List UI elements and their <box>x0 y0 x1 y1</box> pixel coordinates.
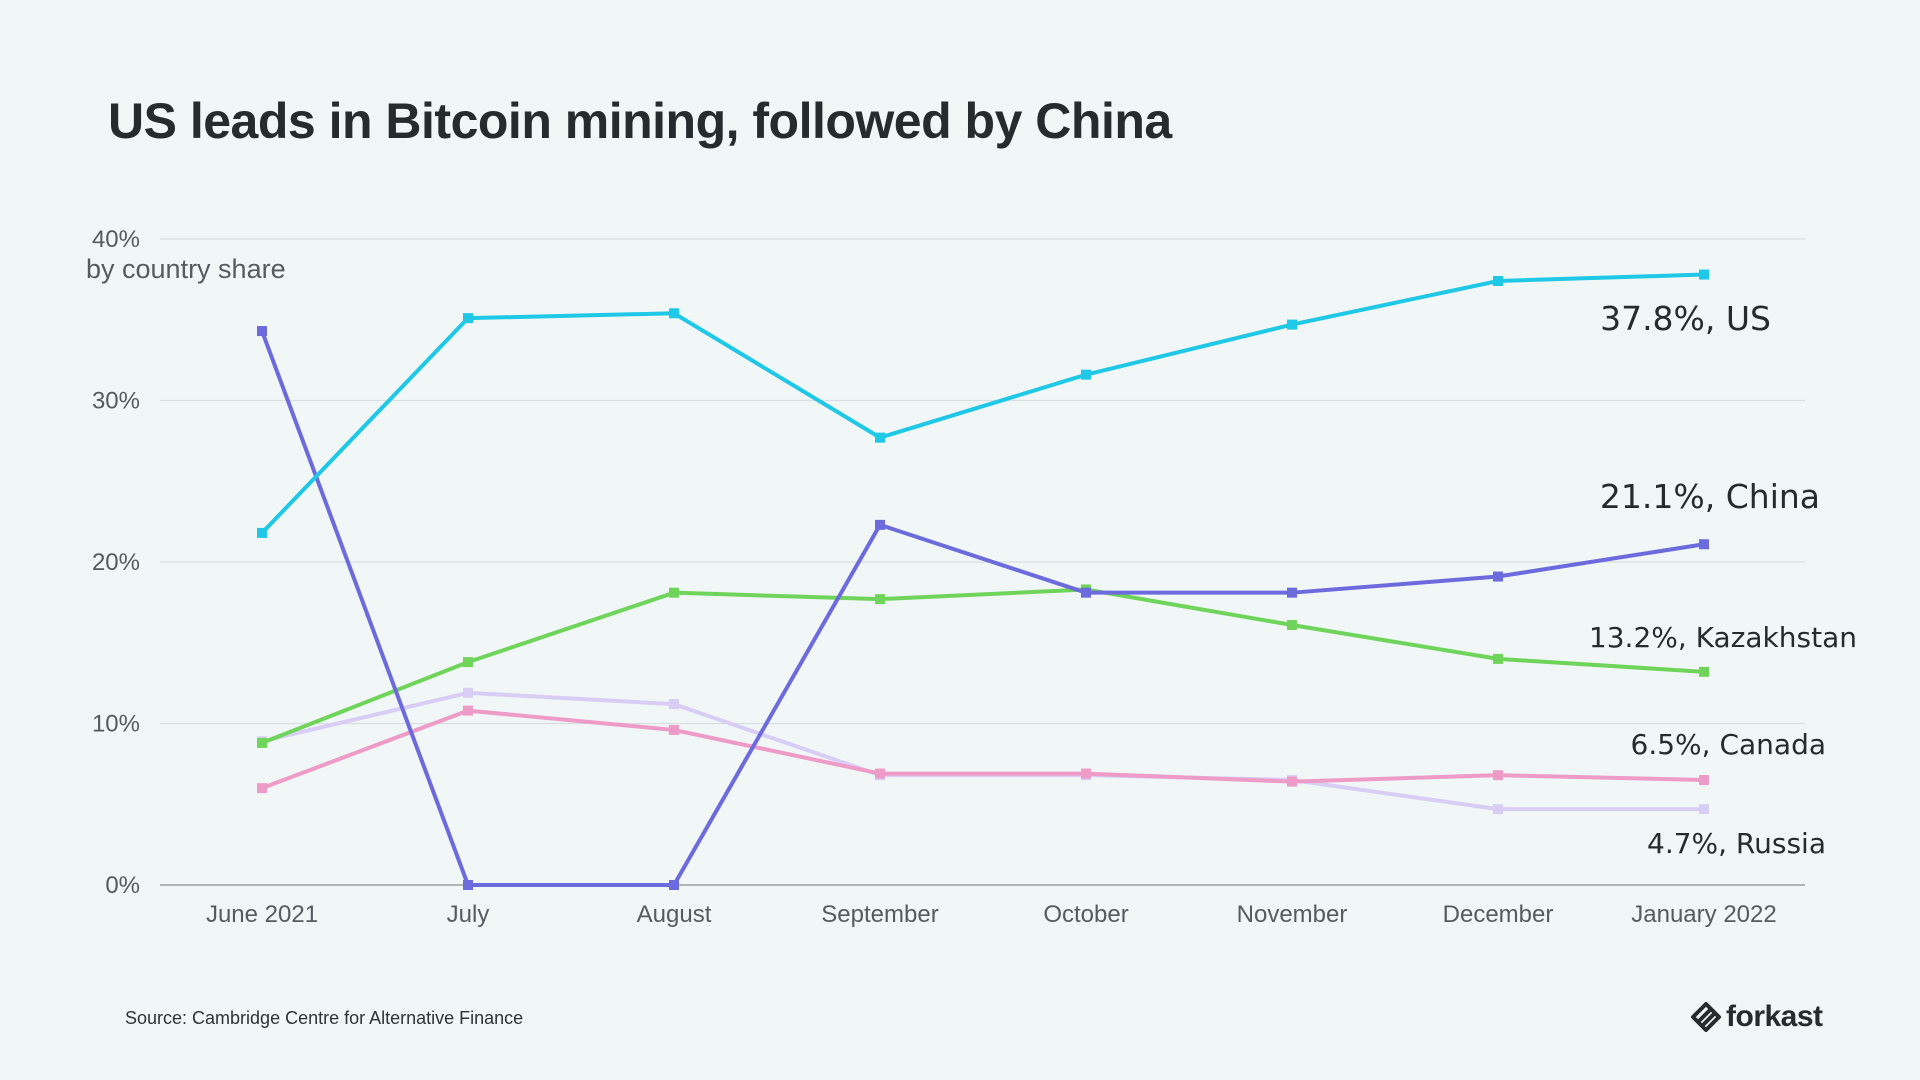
data-point-russia <box>463 687 473 698</box>
data-point-kazakhstan <box>1699 666 1709 677</box>
series-line-china <box>260 329 1706 887</box>
data-point-russia <box>1493 804 1503 815</box>
logo-text: forkast <box>1726 1000 1823 1033</box>
data-point-canada <box>257 783 267 794</box>
data-point-kazakhstan <box>257 737 267 748</box>
y-tick-label: 40% <box>92 226 140 253</box>
data-point-china <box>875 519 885 530</box>
y-tick-label: 20% <box>92 549 140 576</box>
data-point-russia <box>669 699 679 710</box>
data-point-china <box>1493 571 1503 582</box>
data-point-us <box>1493 275 1503 286</box>
data-point-kazakhstan <box>1493 653 1503 664</box>
series-end-labels: 37.8%, US 21.1%, China 13.2%, Kazakhstan 6.… <box>1589 299 1857 860</box>
x-tick-label: January 2022 <box>1631 901 1776 928</box>
y-tick-label: 10% <box>92 711 140 738</box>
series-lines <box>260 272 1706 887</box>
series-line-canada <box>260 708 1706 791</box>
y-axis-label: by country share <box>86 254 286 284</box>
data-point-us <box>257 527 267 538</box>
data-point-us <box>1699 269 1709 280</box>
data-point-us <box>875 432 885 443</box>
end-label-kazakhstan: 13.2%, Kazakhstan <box>1589 621 1857 654</box>
data-point-us <box>669 308 679 319</box>
data-point-canada <box>1081 768 1091 779</box>
chart-title: US leads in Bitcoin mining, followed by … <box>108 93 1172 149</box>
data-point-china <box>1699 539 1709 550</box>
source-note: Source: Cambridge Centre for Alternative… <box>125 1008 524 1028</box>
x-tick-label: October <box>1043 901 1128 928</box>
end-label-canada: 6.5%, Canada <box>1631 728 1826 761</box>
y-tick-label: 0% <box>105 872 140 899</box>
y-tick-labels: 0% 10% 20% 30% 40% <box>92 226 140 899</box>
x-tick-label: June 2021 <box>206 901 318 928</box>
end-label-russia: 4.7%, Russia <box>1647 827 1826 860</box>
data-point-kazakhstan <box>463 657 473 668</box>
forkast-logo: forkast <box>1690 1000 1823 1034</box>
data-point-russia <box>1699 804 1709 815</box>
end-label-us: 37.8%, US <box>1600 299 1771 338</box>
x-tick-label: August <box>637 901 712 928</box>
gridlines <box>160 238 1805 886</box>
y-tick-label: 30% <box>92 388 140 415</box>
x-tick-labels: June 2021 July August September October Novem… <box>206 901 1777 928</box>
data-point-china <box>1081 587 1091 598</box>
data-point-us <box>463 313 473 324</box>
data-point-kazakhstan <box>669 587 679 598</box>
series-line-kazakhstan <box>260 587 1706 745</box>
data-point-china <box>257 326 267 337</box>
x-tick-label: November <box>1237 901 1348 928</box>
data-point-canada <box>875 768 885 779</box>
data-point-canada <box>1699 775 1709 786</box>
data-point-us <box>1287 319 1297 330</box>
data-point-canada <box>1287 776 1297 787</box>
x-tick-label: July <box>447 901 490 928</box>
data-point-canada <box>463 705 473 716</box>
forkast-logo-icon <box>1691 1002 1721 1032</box>
data-point-kazakhstan <box>875 594 885 605</box>
x-tick-label: December <box>1443 901 1554 928</box>
data-point-kazakhstan <box>1287 619 1297 630</box>
data-point-china <box>669 880 679 890</box>
data-point-canada <box>1493 770 1503 781</box>
end-label-china: 21.1%, China <box>1600 477 1820 516</box>
series-line-us <box>260 272 1706 535</box>
x-tick-label: September <box>821 901 938 928</box>
series-markers <box>257 269 1709 890</box>
data-point-us <box>1081 369 1091 380</box>
data-point-china <box>463 880 473 890</box>
data-point-china <box>1287 587 1297 598</box>
data-point-canada <box>669 724 679 735</box>
